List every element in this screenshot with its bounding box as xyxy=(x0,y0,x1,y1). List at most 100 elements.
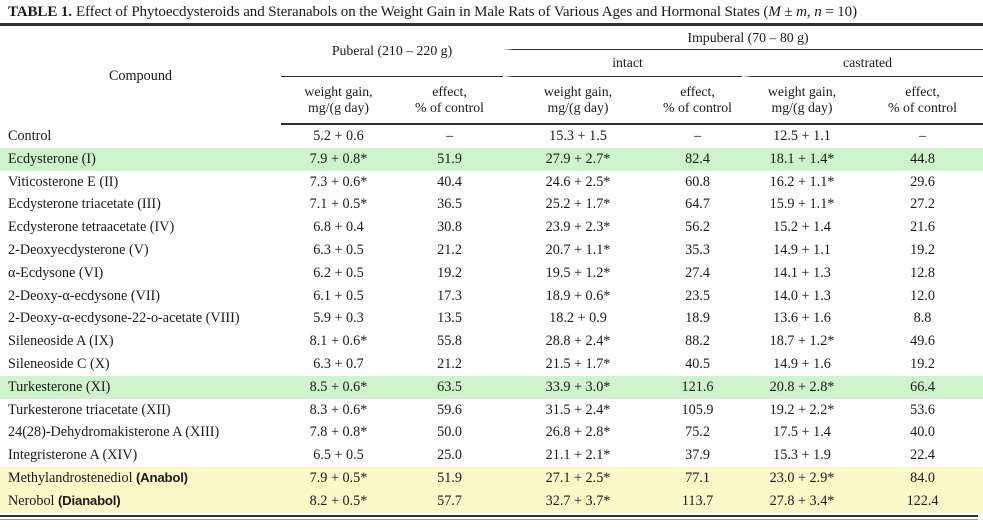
column-header-effect-intact: effect,% of control xyxy=(653,77,743,125)
value-cell: 49.6 xyxy=(910,333,935,350)
value-cell: 18.1 + 1.4* xyxy=(742,147,863,171)
table-row: Sileneoside A (IX) 8.1 + 0.6* 55.8 28.8 + 2… xyxy=(0,330,983,353)
weight-gain-label: weight gain, xyxy=(767,84,837,99)
compound-name: 2-Deoxy-α-ecdysone-22-o-acetate (VIII) xyxy=(8,310,240,327)
value-cell: 64.7 xyxy=(685,196,710,213)
value-cell: 12.0 xyxy=(910,287,935,304)
value-cell: 22.4 xyxy=(910,447,935,464)
header-row-subgroups: intact castrated xyxy=(0,50,983,77)
value-cell: 29.6 xyxy=(910,173,935,190)
table-row: Methylandrostenediol (Anabol) 7.9 + 0.5* 5… xyxy=(0,466,983,490)
table-row: Turkesterone triacetate (XII) 8.3 + 0.6* 5… xyxy=(0,399,983,422)
brand-name: (Dianabol) xyxy=(54,492,121,508)
value-cell: 6.5 + 0.5 xyxy=(313,447,364,464)
effect-label: effect, xyxy=(680,84,715,99)
effect-units: % of control xyxy=(888,100,957,115)
value-cell: 23.9 + 2.3* xyxy=(545,219,611,236)
value-cell: 15.2 + 1.4 xyxy=(773,219,831,236)
value-cell: 8.8 xyxy=(913,310,932,327)
compound-name: Nerobol (Dianabol) xyxy=(0,489,281,513)
weight-gain-label: weight gain, xyxy=(543,84,613,99)
value-cell: 5.9 + 0.3 xyxy=(313,310,364,327)
value-cell: – xyxy=(918,128,927,144)
value-cell: 40.5 xyxy=(685,355,710,372)
value-cell: 88.2 xyxy=(685,333,710,350)
value-cell: 18.9 xyxy=(685,310,710,327)
value-cell: 7.1 + 0.5* xyxy=(309,196,368,213)
value-cell: 21.6 xyxy=(910,219,935,236)
value-cell: 6.3 + 0.7 xyxy=(313,355,364,372)
compound-name: Sileneoside A (IX) xyxy=(8,333,114,350)
value-cell: 19.5 + 1.2* xyxy=(545,264,611,281)
value-cell: 20.7 + 1.1* xyxy=(545,241,611,258)
value-cell: 77.1 xyxy=(653,466,743,490)
effect-units: % of control xyxy=(663,100,732,115)
effect-label: effect, xyxy=(432,84,467,99)
compound-name: 24(28)-Dehydromakisterone A (XIII) xyxy=(8,424,220,441)
value-cell: – xyxy=(445,128,454,144)
table-row: Integristerone A (XIV) 6.5 + 0.5 25.0 21.1 … xyxy=(0,444,983,467)
value-cell: 8.1 + 0.6* xyxy=(309,333,368,350)
table-row: 24(28)-Dehydromakisterone A (XIII) 7.8 + … xyxy=(0,421,983,444)
value-cell: 6.3 + 0.5 xyxy=(313,241,364,258)
column-header-weight-gain-castrated: weight gain, mg/(g day) xyxy=(742,77,863,125)
value-cell: 25.2 + 1.7* xyxy=(545,196,611,213)
value-cell: 24.6 + 2.5* xyxy=(545,173,611,190)
value-cell: 35.3 xyxy=(685,241,710,258)
table-row: 2-Deoxyecdysterone (V) 6.3 + 0.5 21.2 20.7 … xyxy=(0,239,983,262)
compound-name: 2-Deoxyecdysterone (V) xyxy=(8,241,149,258)
table-row: Sileneoside C (X) 6.3 + 0.7 21.2 21.5 + 1.7… xyxy=(0,353,983,376)
column-header-effect-puberal: effect,% of control xyxy=(396,77,504,125)
compound-name: Methylandrostenediol (Anabol) xyxy=(0,466,281,490)
value-cell: 5.2 + 0.6 xyxy=(313,128,364,144)
table-row: 2-Deoxy-α-ecdysone (VII) 6.1 + 0.5 17.3 18.… xyxy=(0,285,983,308)
value-cell: 15.9 + 1.1* xyxy=(769,196,835,213)
compound-name: Ecdysterone tetraacetate (IV) xyxy=(8,219,175,236)
table-body: Control 5.2 + 0.6 – 15.3 + 1.5 – 12.5 + 1.1 – E… xyxy=(0,125,983,513)
brand-name: (Anabol) xyxy=(132,469,188,485)
effect-label: effect, xyxy=(905,84,940,99)
table-row: α-Ecdysone (VI) 6.2 + 0.5 19.2 19.5 + 1.2* 2… xyxy=(0,262,983,285)
value-cell: – xyxy=(693,128,702,144)
value-cell: 32.7 + 3.7* xyxy=(503,489,654,513)
table-number: TABLE 1. xyxy=(8,4,72,20)
value-cell: 26.8 + 2.8* xyxy=(545,424,611,441)
table-row: Nerobol (Dianabol) 8.2 + 0.5* 57.7 32.7 + 3… xyxy=(0,489,983,513)
value-cell: 63.5 xyxy=(396,375,504,399)
table-header: Compound Puberal (210 – 220 g) Impuberal… xyxy=(0,26,983,125)
compound-name: Ecdysterone (I) xyxy=(0,147,281,171)
caption-var-m: m xyxy=(796,4,807,20)
value-cell: 30.8 xyxy=(437,219,462,236)
value-cell: 66.4 xyxy=(862,375,983,399)
value-cell: 12.8 xyxy=(910,264,935,281)
value-cell: 8.5 + 0.6* xyxy=(281,375,396,399)
value-cell: 7.8 + 0.8* xyxy=(309,424,368,441)
column-header-weight-gain-intact: weight gain, mg/(g day) xyxy=(503,77,654,125)
table-row: 2-Deoxy-α-ecdysone-22-o-acetate (VIII) 5.… xyxy=(0,307,983,330)
compound-name: Turkesterone (XI) xyxy=(0,375,281,399)
table-row: Turkesterone (XI) 8.5 + 0.6* 63.5 33.9 + 3.… xyxy=(0,375,983,399)
weight-gain-units: mg/(g day) xyxy=(547,100,609,115)
value-cell: 21.5 + 1.7* xyxy=(545,355,611,372)
value-cell: 40.4 xyxy=(437,173,462,190)
value-cell: 14.9 + 1.6 xyxy=(773,355,831,372)
value-cell: 57.7 xyxy=(396,489,504,513)
caption-comma: , xyxy=(806,4,815,20)
value-cell: 50.0 xyxy=(437,424,462,441)
value-cell: 36.5 xyxy=(437,196,462,213)
title-rule xyxy=(0,23,983,26)
value-cell: 7.3 + 0.6* xyxy=(309,173,368,190)
value-cell: 7.9 + 0.8* xyxy=(281,147,396,171)
value-cell: 21.1 + 2.1* xyxy=(545,447,611,464)
value-cell: 51.9 xyxy=(396,466,504,490)
value-cell: 122.4 xyxy=(862,489,983,513)
value-cell: 18.2 + 0.9 xyxy=(549,310,607,327)
compound-name: Viticosterone E (II) xyxy=(8,173,119,190)
value-cell: 60.8 xyxy=(685,173,710,190)
value-cell: 33.9 + 3.0* xyxy=(503,375,654,399)
table-row: Ecdysterone (I) 7.9 + 0.8* 51.9 27.9 + 2.7*… xyxy=(0,147,983,171)
table-row: Control 5.2 + 0.6 – 15.3 + 1.5 – 12.5 + 1.1 – xyxy=(0,125,983,148)
value-cell: 14.0 + 1.3 xyxy=(773,287,831,304)
value-cell: 17.3 xyxy=(437,287,462,304)
